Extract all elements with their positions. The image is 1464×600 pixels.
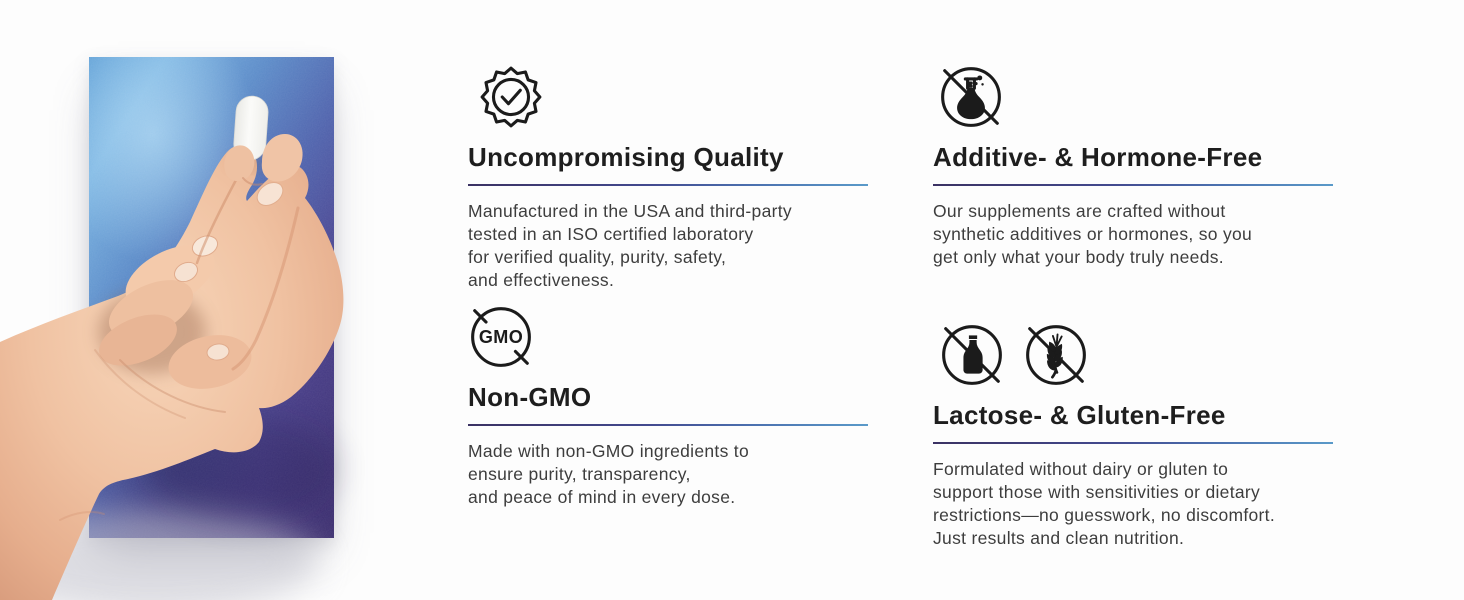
feature-title: Lactose- & Gluten-Free	[933, 400, 1226, 430]
non-gmo-crossed-circle-icon: GMO	[471, 307, 531, 367]
feature-title: Uncompromising Quality	[468, 142, 784, 172]
gmo-icon-label: GMO	[479, 327, 523, 347]
feature-divider	[933, 442, 1333, 444]
feature-divider	[468, 424, 868, 426]
feature-icon-row	[938, 60, 1335, 130]
quality-badge-check-icon	[480, 66, 542, 128]
fingernail	[191, 235, 219, 257]
hand-silhouette	[0, 145, 344, 600]
no-lactose-milk-bottle-icon	[942, 325, 1002, 385]
hand-holding-pill-photo	[0, 95, 344, 600]
feature-body: Manufactured in the USA and third-party …	[468, 201, 792, 290]
feature-card-additive-hormone-free: Additive- & Hormone-Free Our supplements…	[933, 60, 1335, 269]
feature-title: Additive- & Hormone-Free	[933, 142, 1263, 172]
index-fingernail	[256, 182, 284, 206]
feature-icon-row: GMO	[468, 300, 870, 370]
no-additives-flask-icon	[941, 67, 1001, 127]
fingernail	[174, 261, 198, 283]
feature-body: Formulated without dairy or gluten to su…	[933, 459, 1276, 548]
feature-body: Made with non-GMO ingredients to ensure …	[468, 441, 749, 507]
pinching-fingertips	[224, 134, 303, 206]
feature-icon-row	[478, 60, 870, 130]
no-gluten-wheat-icon	[1026, 325, 1086, 385]
feature-divider	[933, 184, 1333, 186]
feature-card-lactose-gluten-free: Lactose- & Gluten-Free Formulated withou…	[933, 318, 1335, 550]
feature-title: Non-GMO	[468, 382, 592, 412]
feature-card-quality: Uncompromising Quality Manufactured in t…	[468, 60, 870, 292]
feature-body: Our supplements are crafted without synt…	[933, 201, 1253, 267]
feature-divider	[468, 184, 868, 186]
feature-card-non-gmo: GMO Non-GMO Made with non-GMO ingredient…	[468, 300, 870, 509]
fingernail	[206, 343, 230, 361]
feature-icon-row	[939, 318, 1335, 388]
